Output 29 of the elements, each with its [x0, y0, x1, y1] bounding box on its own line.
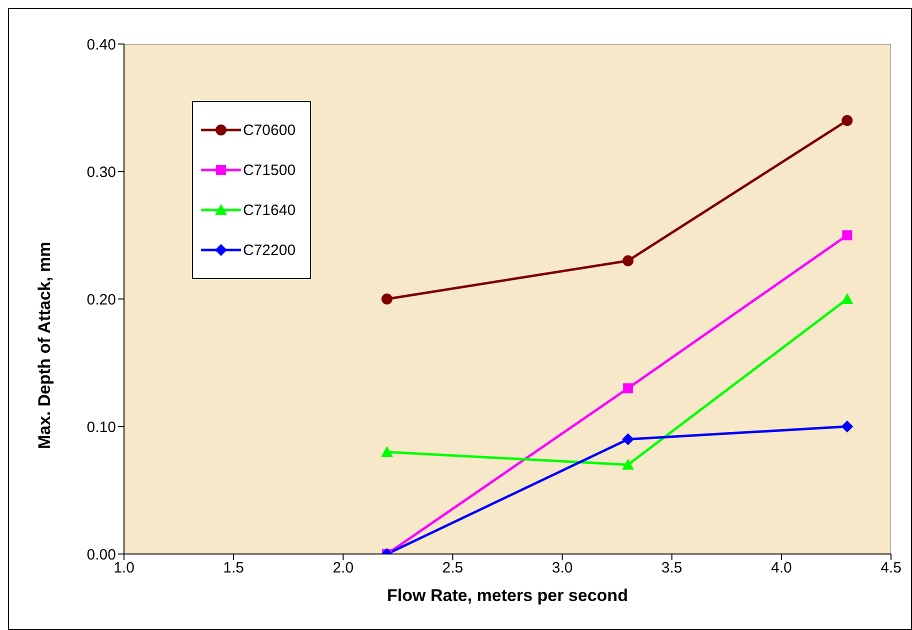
x-tick-label: 2.5 [442, 560, 464, 577]
point [381, 294, 392, 304]
point [842, 230, 852, 240]
x-tick-label: 1.0 [114, 560, 134, 577]
point [841, 293, 854, 304]
x-tick-label: 4.0 [771, 560, 792, 577]
legend-label: C71640 [243, 202, 296, 218]
x-tick-label: 1.5 [223, 560, 244, 577]
x-tick-label: 2.0 [332, 560, 354, 577]
x-tick-label: 3.0 [552, 560, 573, 577]
y-tick-label: 0.00 [86, 546, 116, 564]
point [622, 255, 634, 266]
legend-label: C71500 [243, 162, 296, 178]
x-tick-label: 4.5 [880, 560, 902, 577]
y-tick-label: 0.30 [86, 164, 116, 181]
y-tick-label: 0.20 [86, 291, 116, 308]
y-tick-label: 0.10 [86, 418, 116, 436]
point [380, 446, 393, 457]
y-tick-label: 0.40 [86, 36, 116, 54]
y-axis-title: Max. Depth of Attack, mm [35, 242, 54, 449]
point [622, 433, 634, 446]
point [841, 420, 854, 432]
point [623, 383, 634, 394]
x-axis-title: Flow Rate, meters per second [387, 586, 628, 605]
x-tick-label: 3.5 [661, 560, 682, 577]
legend-label: C72200 [243, 242, 296, 258]
point [622, 458, 634, 470]
point [842, 115, 853, 126]
legend-label: C70600 [243, 122, 296, 138]
